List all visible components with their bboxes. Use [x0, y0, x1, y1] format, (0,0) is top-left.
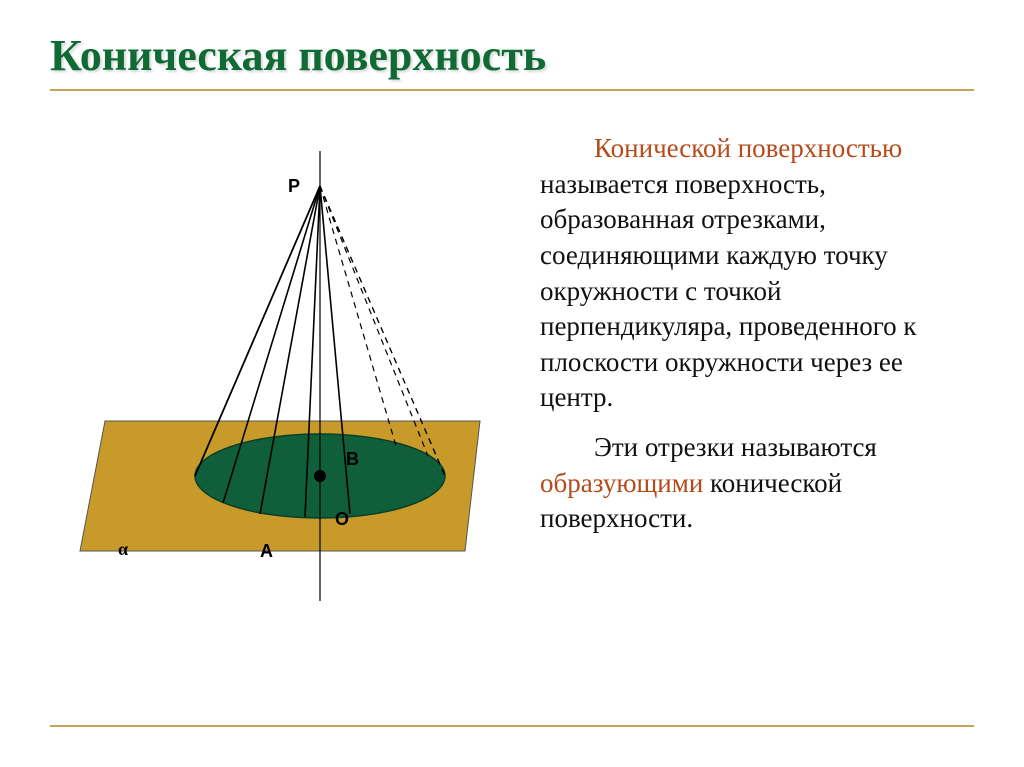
paragraph-2: Эти отрезки называются образующими конич… — [540, 430, 974, 537]
slide-title: Коническая поверхность — [50, 30, 974, 81]
label-B: B — [346, 449, 359, 470]
diagram-container: P B O A α — [50, 121, 520, 621]
bottom-rule — [50, 725, 974, 727]
p2-highlight: образующими — [540, 468, 703, 498]
label-alpha: α — [118, 539, 128, 560]
p1-highlight: Конической поверхностью — [594, 133, 902, 163]
text-column: Конической поверхностью называется повер… — [540, 121, 974, 551]
label-O: O — [335, 509, 349, 530]
p1-rest: называется поверхность, образованная отр… — [540, 169, 916, 413]
title-rule — [50, 89, 974, 91]
slide: Коническая поверхность P B O A α Коничес… — [0, 0, 1024, 767]
label-A: A — [260, 541, 273, 562]
label-P: P — [288, 176, 300, 197]
paragraph-1: Конической поверхностью называется повер… — [540, 131, 974, 416]
p2-pre: Эти отрезки называются — [594, 432, 877, 462]
content-row: P B O A α Конической поверхностью называ… — [50, 121, 974, 621]
